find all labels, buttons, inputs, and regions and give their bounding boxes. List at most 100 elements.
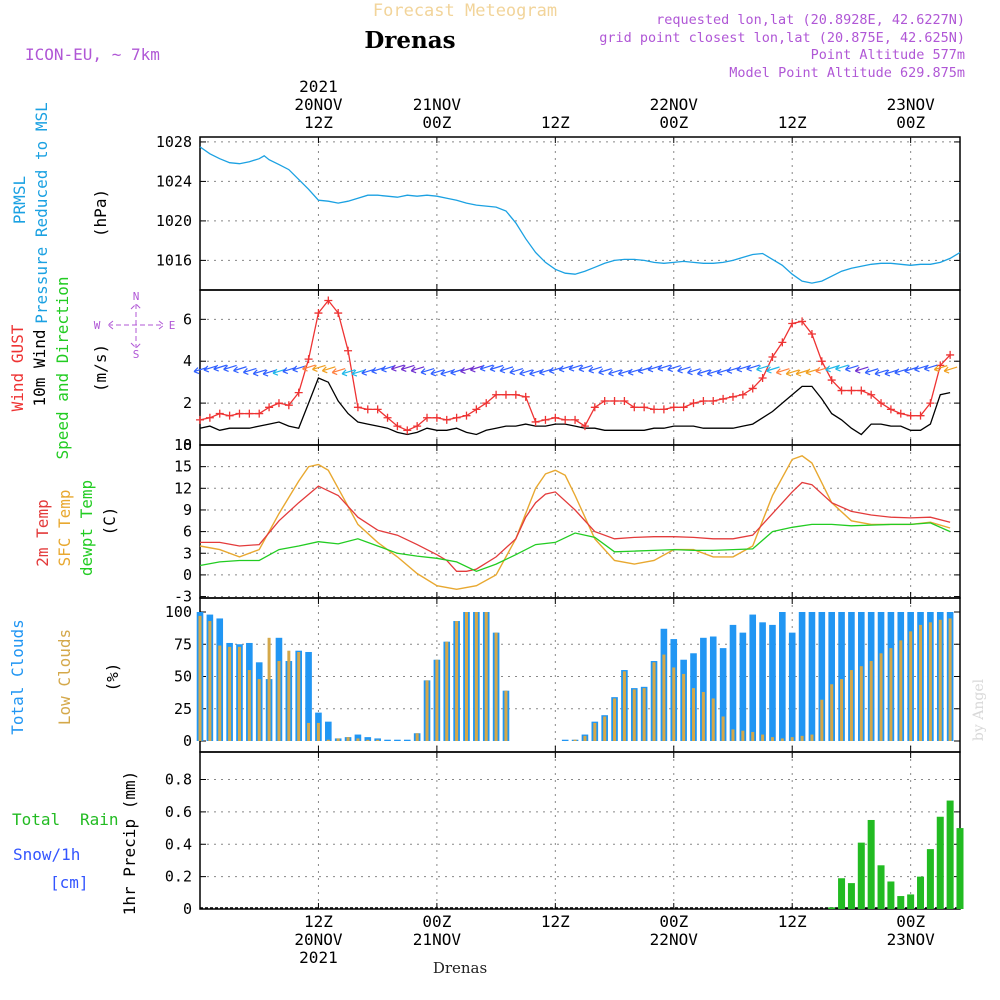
gust-marker bbox=[265, 403, 274, 412]
top-time-label: 20NOV bbox=[294, 95, 343, 114]
low-cloud-bar bbox=[247, 670, 251, 741]
wind-direction-arrow bbox=[845, 365, 859, 373]
gust-marker bbox=[847, 386, 856, 395]
total-cloud-bar bbox=[561, 739, 569, 741]
low-cloud-bar bbox=[336, 738, 340, 741]
panels: 10161020102410280246-3036912151802550751… bbox=[156, 133, 964, 918]
low-cloud-bar bbox=[810, 734, 814, 741]
gust-marker bbox=[472, 405, 481, 414]
compass-arrows bbox=[107, 303, 165, 349]
bottom-time-label: 12Z bbox=[304, 912, 333, 931]
wind-direction-arrow bbox=[864, 368, 879, 376]
low-cloud-bar bbox=[425, 680, 429, 741]
low-cloud-bar bbox=[948, 618, 952, 741]
wind-tick-label: 0 bbox=[183, 436, 192, 454]
wind-tick-label: 4 bbox=[183, 352, 192, 370]
wind-direction-arrow bbox=[519, 369, 533, 377]
wind-direction-arrow bbox=[381, 365, 395, 373]
low-cloud-bar bbox=[208, 621, 212, 741]
wind-direction-arrow bbox=[608, 369, 622, 377]
wind-direction-arrow bbox=[785, 369, 800, 377]
wind-direction-arrow bbox=[341, 369, 356, 377]
temperature-tick-label: 6 bbox=[183, 523, 192, 541]
gust-marker bbox=[561, 415, 570, 424]
gust-marker bbox=[501, 390, 510, 399]
wind-direction-arrow bbox=[489, 364, 504, 373]
low-cloud-bar bbox=[761, 734, 765, 741]
wind-direction-arrow bbox=[617, 369, 632, 377]
gust-marker bbox=[393, 422, 402, 431]
gust-marker bbox=[580, 422, 589, 431]
cloud-tick-label: 50 bbox=[174, 668, 192, 686]
wind-direction-arrow bbox=[410, 366, 425, 374]
low-cloud-bar bbox=[504, 690, 508, 741]
wind-direction-arrow bbox=[223, 364, 237, 372]
wind-direction-arrow bbox=[440, 369, 454, 377]
wind-direction-arrow bbox=[509, 368, 524, 376]
low-cloud-bar bbox=[919, 624, 923, 741]
wind-speed-label: 10m Wind bbox=[30, 329, 49, 406]
gust-marker bbox=[877, 399, 886, 408]
low-cloud-bar bbox=[297, 651, 301, 741]
low-cloud-bar bbox=[830, 684, 834, 741]
gust-marker bbox=[284, 401, 293, 410]
total-cloud-bar bbox=[364, 737, 372, 741]
gust-marker bbox=[215, 409, 224, 418]
wind-direction-arrow bbox=[657, 364, 672, 372]
low-cloud-bar bbox=[198, 615, 202, 741]
low-cloud-bar bbox=[711, 698, 715, 741]
temperature-panel: -3 0 3 6 9 12 15 18 bbox=[174, 436, 961, 606]
bottom-time-label: 12Z bbox=[541, 912, 570, 931]
total-cloud-bar bbox=[808, 612, 816, 741]
wind-direction-arrow bbox=[854, 366, 869, 374]
low-cloud-bar bbox=[622, 671, 626, 741]
rain-bar bbox=[838, 878, 846, 909]
gust-marker bbox=[886, 405, 895, 414]
low-cloud-bar bbox=[445, 641, 449, 741]
pressure-tick-label: 1028 bbox=[156, 133, 192, 151]
gust-marker bbox=[304, 355, 313, 364]
gust-marker bbox=[807, 329, 816, 338]
top-time-label: 00Z bbox=[422, 113, 451, 132]
compass-east: E bbox=[169, 319, 176, 332]
gust-marker bbox=[571, 415, 580, 424]
wind-direction-arrow bbox=[331, 367, 346, 376]
gust-marker bbox=[432, 413, 441, 422]
total-cloud-bar bbox=[354, 734, 362, 741]
gust-marker bbox=[946, 350, 955, 359]
model-point-altitude: Model Point Altitude 629.875m bbox=[729, 65, 965, 81]
wind-direction-arrow bbox=[736, 365, 751, 373]
total-cloud-bar bbox=[779, 612, 786, 741]
low-cloud-bar bbox=[593, 722, 597, 741]
rain-label: Rain bbox=[80, 810, 119, 829]
precip-panel-frame bbox=[199, 751, 961, 910]
gust-marker bbox=[768, 353, 777, 362]
wind-compass: N W E S bbox=[94, 290, 176, 361]
cloud-tick-label: 25 bbox=[174, 700, 192, 718]
wind-tick-label: 2 bbox=[183, 394, 192, 412]
pressure-panel-frame bbox=[199, 136, 961, 291]
wind-direction-arrow bbox=[677, 366, 691, 374]
low-cloud-bar bbox=[366, 739, 370, 741]
low-cloud-bar bbox=[928, 622, 932, 741]
top-time-label: 00Z bbox=[896, 113, 925, 132]
wind-direction-arrow bbox=[647, 365, 662, 373]
top-time-label: 22NOV bbox=[650, 95, 699, 114]
wind-direction-arrow bbox=[756, 364, 770, 373]
low-cloud-bar bbox=[879, 653, 883, 741]
pressure-label: Pressure Reduced to MSL bbox=[32, 102, 51, 324]
low-cloud-bar bbox=[484, 612, 488, 741]
low-cloud-bar bbox=[435, 659, 439, 741]
pressure-unit-label: (hPa) bbox=[91, 189, 110, 237]
top-time-label: 12Z bbox=[778, 113, 807, 132]
cloud-panel: 0 25 50 75 100 bbox=[165, 597, 961, 753]
temperature-tick-label: -3 bbox=[174, 588, 192, 606]
temperature-tick-label: 9 bbox=[183, 501, 192, 519]
wind-direction-arrow bbox=[430, 369, 445, 377]
gust-marker bbox=[857, 386, 866, 395]
wind-direction-arrow bbox=[943, 366, 958, 374]
temp-unit-label: (C) bbox=[100, 507, 119, 536]
cloud-tick-label: 75 bbox=[174, 635, 192, 653]
pressure-tick-label: 1016 bbox=[156, 251, 192, 269]
gust-marker bbox=[353, 403, 362, 412]
